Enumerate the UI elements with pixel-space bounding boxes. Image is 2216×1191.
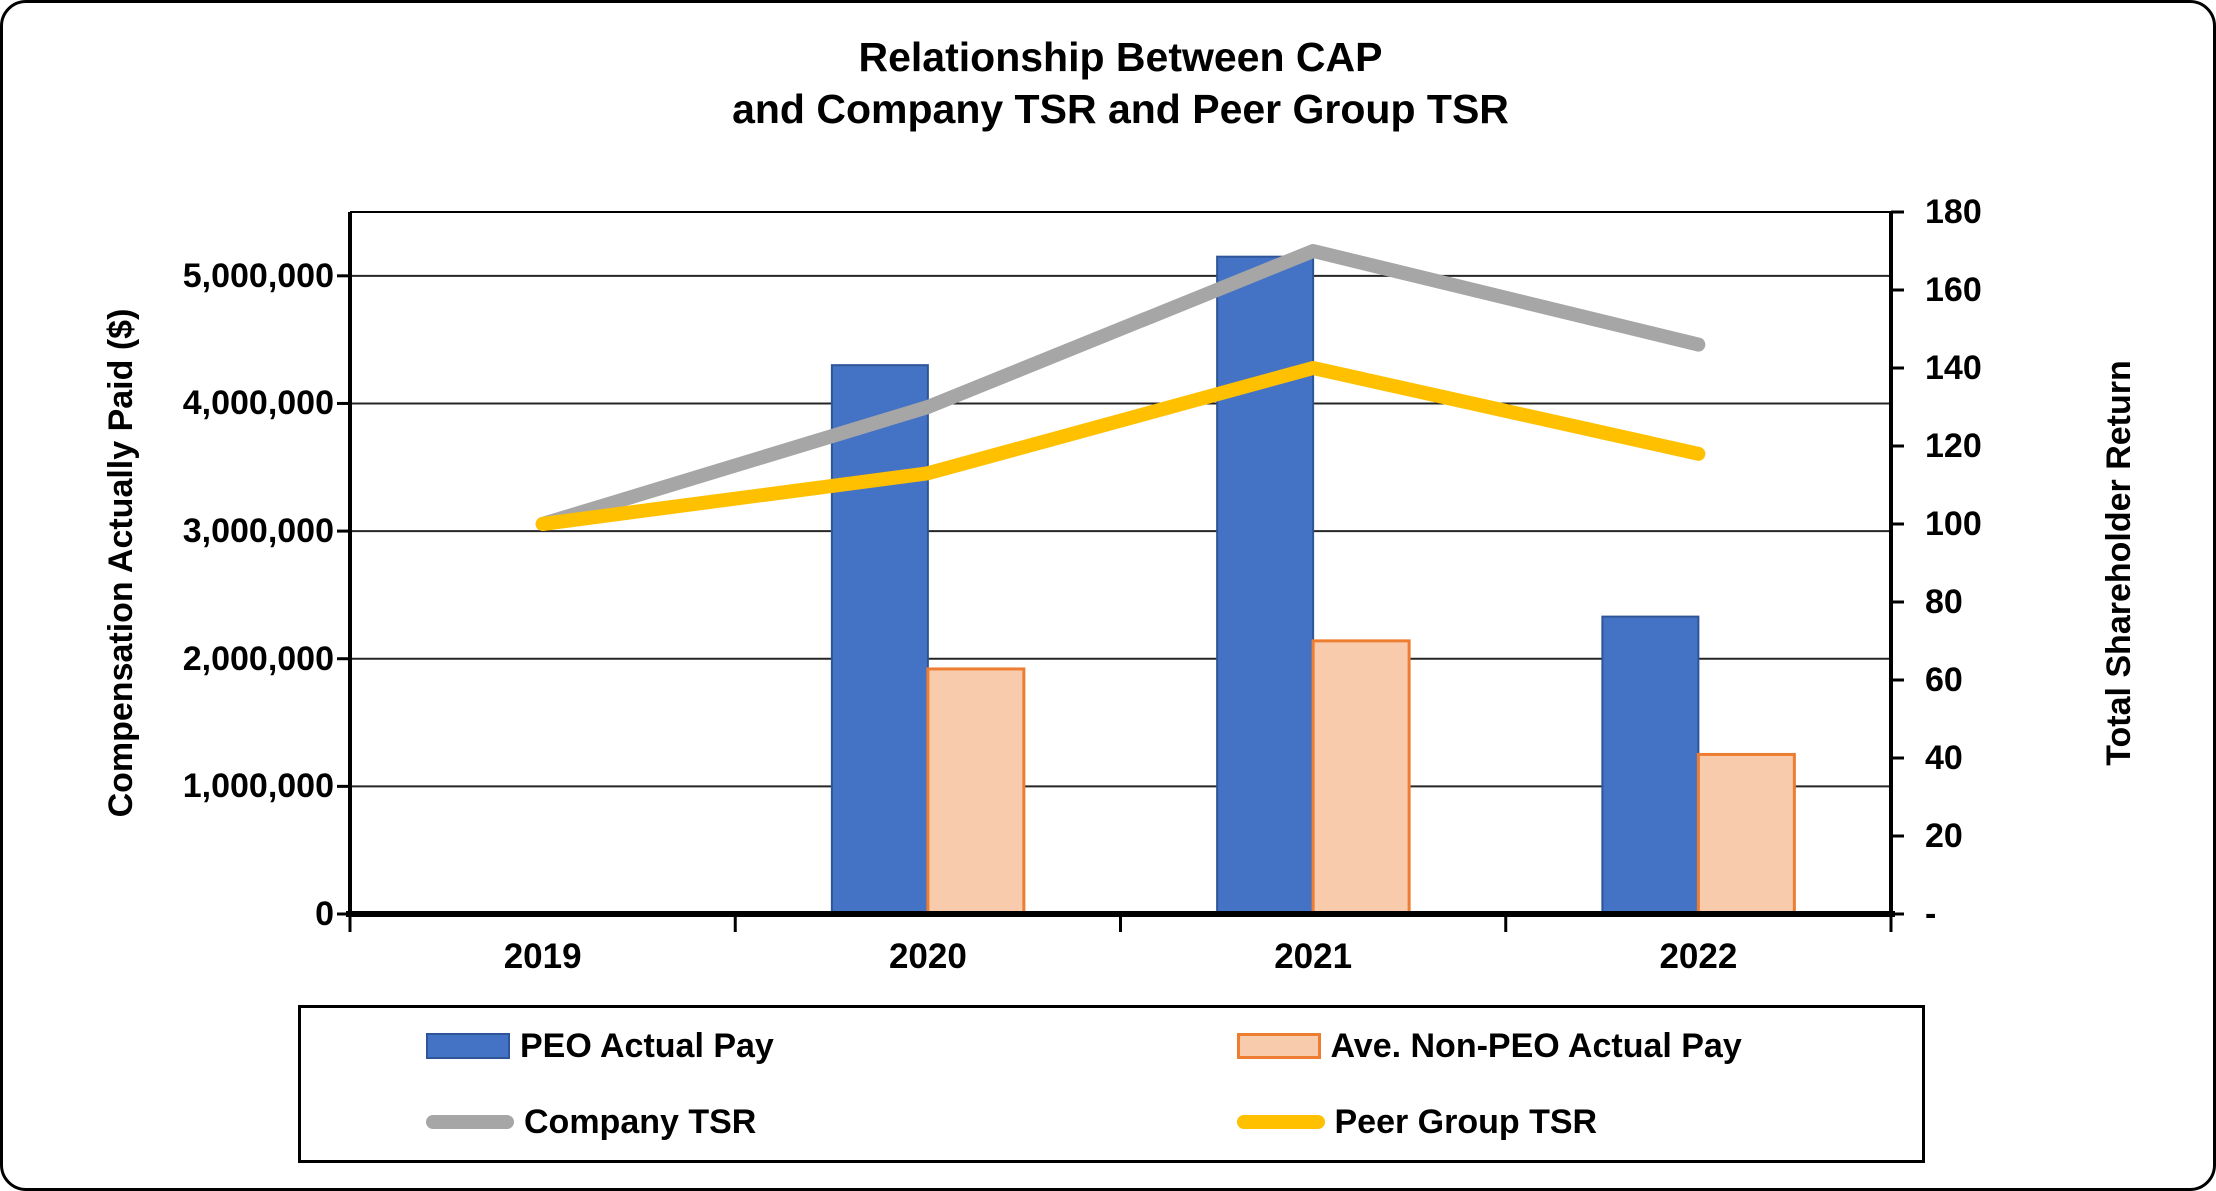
peer-tsr-line-swatch-icon — [1236, 1115, 1325, 1129]
line-peer-group-tsr — [535, 361, 1706, 531]
legend-item-peo-actual-pay: PEO Actual Pay — [301, 1008, 1112, 1084]
x-axis-label-2020: 2020 — [888, 937, 967, 976]
y-right-tick-label: 20 — [1925, 817, 1963, 855]
bar-peo-actual-pay-2020 — [830, 364, 929, 915]
legend-label-peo-actual-pay: PEO Actual Pay — [520, 1026, 774, 1065]
chart-title: Relationship Between CAP and Company TSR… — [350, 31, 1891, 135]
x-axis-label-2022: 2022 — [1659, 937, 1738, 976]
legend-item-company-tsr: Company TSR — [301, 1084, 1112, 1160]
nonpeo-bar-swatch-icon — [1236, 1033, 1321, 1059]
bar-ave-non-peo-actual-pay-2022 — [1696, 752, 1796, 916]
x-axis-label-2021: 2021 — [1274, 937, 1353, 976]
x-axis-label-2019: 2019 — [503, 937, 582, 976]
line-company-tsr — [535, 244, 1706, 531]
y-right-tick-label: 100 — [1925, 505, 1982, 543]
y-right-tick-label: 140 — [1925, 349, 1982, 387]
legend-item-nonpeo-actual-pay: Ave. Non-PEO Actual Pay — [1112, 1008, 1923, 1084]
y-left-tick-label: 5,000,000 — [182, 256, 334, 295]
y-right-tick-label: 160 — [1925, 271, 1982, 309]
y-left-tick-label: 1,000,000 — [182, 767, 334, 806]
legend-label-peer-group-tsr: Peer Group TSR — [1334, 1102, 1598, 1141]
bar-ave-non-peo-actual-pay-2021 — [1311, 639, 1411, 916]
chart-title-line1: Relationship Between CAP — [858, 34, 1383, 80]
y-right-tick-label: 80 — [1925, 583, 1963, 621]
peo-bar-swatch-icon — [426, 1033, 510, 1059]
bar-ave-non-peo-actual-pay-2020 — [926, 667, 1026, 916]
y-left-tick-label: 4,000,000 — [182, 384, 334, 423]
y-left-tick-label: 2,000,000 — [182, 639, 334, 678]
legend: PEO Actual Pay Ave. Non-PEO Actual Pay C… — [298, 1005, 1925, 1163]
chart-title-line2: and Company TSR and Peer Group TSR — [732, 86, 1509, 132]
bar-peo-actual-pay-2022 — [1601, 615, 1700, 916]
y-right-tick-label: 120 — [1925, 427, 1982, 465]
y-right-tick-label: - — [1925, 895, 1937, 933]
y-right-tick-label: 40 — [1925, 739, 1963, 777]
legend-label-nonpeo-actual-pay: Ave. Non-PEO Actual Pay — [1330, 1026, 1742, 1065]
legend-label-company-tsr: Company TSR — [524, 1102, 757, 1141]
legend-item-peer-group-tsr: Peer Group TSR — [1112, 1084, 1923, 1160]
y-left-tick-label: 0 — [315, 895, 334, 933]
y-right-tick-label: 60 — [1925, 661, 1963, 699]
company-tsr-line-swatch-icon — [426, 1115, 514, 1129]
plot-area — [337, 210, 1904, 932]
bar-peo-actual-pay-2021 — [1216, 255, 1315, 915]
y-left-tick-label: 3,000,000 — [182, 512, 334, 551]
y-right-tick-label: 180 — [1925, 193, 1982, 231]
